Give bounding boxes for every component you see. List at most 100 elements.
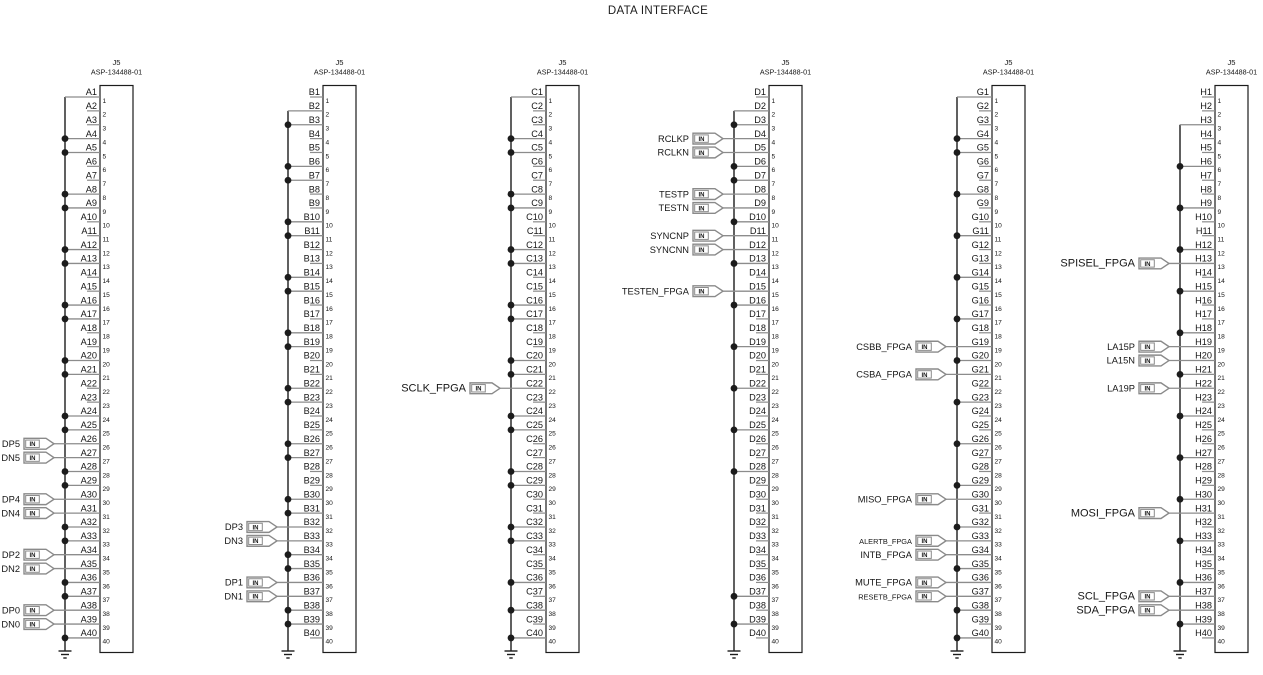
pin-number: 23: [772, 403, 780, 410]
pin-number: 2: [549, 112, 553, 119]
pin-label: B3: [309, 115, 320, 125]
junction-dot: [1176, 537, 1184, 545]
pin-label: C23: [526, 392, 543, 402]
in-port-box: [1140, 605, 1155, 615]
pin-label: B8: [309, 184, 320, 194]
pin-number: 8: [549, 195, 553, 202]
connector-column-A: J5ASP-134488-01A11A22A33A44A55A66A77A88A…: [1, 58, 142, 659]
pin-label: A34: [81, 545, 97, 555]
pin-row: G26 26: [953, 434, 1002, 452]
pin-label: C35: [526, 559, 543, 569]
pin-number: 34: [326, 556, 334, 563]
pin-number: 33: [772, 542, 780, 549]
pin-label: C40: [526, 628, 543, 638]
pin-row: B10 10: [284, 212, 333, 230]
pin-row: B5 5: [309, 143, 330, 161]
pin-label: A25: [81, 420, 97, 430]
pin-row: G8 8: [953, 184, 999, 202]
pin-row: C36 36: [507, 573, 556, 590]
pin-row: G17 17: [953, 309, 1002, 327]
pin-row: G32 32: [953, 517, 1002, 535]
junction-dot: [61, 412, 69, 420]
pin-row: IN DN4 A31 31: [1, 503, 110, 521]
pin-row: IN TESTN D9 9: [659, 198, 776, 216]
pin-row: IN MISO_FPGA G30 30: [858, 489, 1002, 507]
pin-number: 20: [772, 361, 780, 368]
pin-label: G35: [972, 559, 989, 569]
pin-number: 14: [549, 278, 557, 285]
pin-row: G29 29: [953, 476, 1002, 493]
pin-row: A5 5: [61, 143, 107, 160]
pin-label: B35: [304, 559, 320, 569]
signal-label: RCLKP: [658, 134, 689, 144]
pin-number: 11: [103, 237, 110, 244]
pin-label: H5: [1200, 143, 1212, 153]
pin-number: 18: [772, 334, 780, 341]
pin-number: 9: [995, 209, 999, 216]
pin-number: 31: [1218, 514, 1226, 521]
pin-label: C8: [531, 184, 543, 194]
pin-row: B26 26: [284, 434, 333, 452]
pin-number: 17: [549, 320, 557, 327]
in-port-box: [471, 384, 486, 393]
pin-number: 34: [995, 556, 1003, 563]
pin-row: A21 21: [61, 365, 110, 382]
pin-number: 15: [995, 292, 1003, 299]
pin-row: H24 24: [1176, 406, 1225, 424]
in-port: IN: [692, 146, 725, 159]
pin-label: B25: [304, 420, 320, 430]
pin-label: D6: [754, 157, 766, 167]
pin-row: C14 14: [526, 268, 556, 286]
pin-number: 2: [772, 112, 776, 119]
in-port-direction: IN: [30, 609, 36, 615]
pin-row: IN DN1 B37 37: [224, 587, 333, 605]
pin-number: 1: [549, 98, 553, 105]
pin-number: 36: [995, 583, 1003, 590]
in-port-box: [248, 536, 263, 546]
pin-label: D18: [749, 323, 766, 333]
pin-row: H32 32: [1195, 517, 1225, 535]
pin-label: A11: [81, 226, 97, 236]
pin-number: 18: [995, 334, 1003, 341]
pin-row: A18 18: [81, 323, 111, 341]
pin-number: 12: [995, 250, 1003, 257]
pin-row: B9 9: [309, 198, 330, 216]
pin-number: 25: [1218, 431, 1226, 438]
in-port-direction: IN: [922, 553, 928, 559]
junction-dot: [953, 149, 961, 156]
pin-row: G16 16: [972, 295, 1003, 313]
pin-row: H34 34: [1195, 545, 1225, 563]
pin-row: IN SCLK_FPGA C22 22: [401, 378, 556, 396]
junction-dot: [61, 592, 69, 600]
signal-label: MOSI_FPGA: [1071, 507, 1136, 519]
pin-number: 1: [1218, 98, 1222, 105]
pin-number: 2: [326, 112, 330, 119]
pin-row: B24 24: [304, 406, 334, 424]
junction-dot: [61, 426, 69, 434]
pin-row: B22 22: [284, 378, 333, 396]
in-port: IN: [915, 590, 948, 603]
pin-number: 4: [549, 139, 553, 146]
in-port: IN: [1138, 507, 1171, 520]
pin-label: B31: [304, 503, 320, 513]
pin-number: 33: [326, 542, 334, 549]
page-title: DATA INTERFACE: [607, 5, 709, 17]
pin-row: D24 24: [749, 406, 779, 424]
pin-row: H7 7: [1200, 170, 1221, 188]
pin-row: H9 9: [1176, 198, 1222, 216]
pin-number: 29: [1218, 486, 1226, 493]
pin-number: 17: [103, 320, 111, 327]
in-port: IN: [246, 590, 279, 603]
pin-label: A20: [81, 351, 97, 361]
pin-number: 21: [772, 375, 780, 382]
pin-number: 38: [995, 611, 1003, 618]
pin-label: G3: [977, 115, 989, 125]
junction-dot: [953, 232, 961, 240]
in-port-direction: IN: [922, 595, 928, 601]
junction-dot: [284, 176, 292, 184]
in-port-direction: IN: [922, 498, 928, 504]
junction-dot: [1176, 329, 1184, 337]
pin-number: 16: [772, 306, 780, 313]
pin-row: H5 5: [1200, 143, 1221, 161]
pin-number: 19: [549, 347, 557, 354]
